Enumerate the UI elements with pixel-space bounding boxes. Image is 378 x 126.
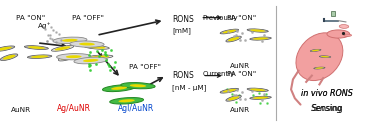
Text: Sensing: Sensing bbox=[311, 104, 343, 113]
Ellipse shape bbox=[74, 57, 107, 64]
FancyBboxPatch shape bbox=[331, 11, 335, 16]
Ellipse shape bbox=[250, 37, 271, 40]
Ellipse shape bbox=[250, 89, 265, 91]
Ellipse shape bbox=[310, 49, 321, 52]
Text: I⁻: I⁻ bbox=[99, 53, 106, 62]
Ellipse shape bbox=[57, 54, 91, 60]
Ellipse shape bbox=[247, 29, 268, 32]
Text: Sensing: Sensing bbox=[311, 104, 343, 113]
Ellipse shape bbox=[220, 29, 239, 34]
Ellipse shape bbox=[102, 85, 136, 92]
Text: Previously: Previously bbox=[202, 15, 238, 21]
Ellipse shape bbox=[58, 54, 77, 61]
Ellipse shape bbox=[253, 37, 268, 40]
Text: PA "ON": PA "ON" bbox=[227, 15, 256, 21]
FancyBboxPatch shape bbox=[323, 20, 338, 21]
Ellipse shape bbox=[3, 55, 15, 60]
Ellipse shape bbox=[228, 96, 239, 100]
Ellipse shape bbox=[321, 56, 329, 57]
Ellipse shape bbox=[111, 87, 127, 90]
Text: [mM]: [mM] bbox=[172, 28, 191, 35]
Text: AuNR: AuNR bbox=[11, 107, 31, 113]
Ellipse shape bbox=[220, 88, 239, 93]
Text: AuNR: AuNR bbox=[230, 107, 250, 113]
Ellipse shape bbox=[61, 55, 74, 60]
Text: PA "OFF": PA "OFF" bbox=[72, 15, 104, 21]
Ellipse shape bbox=[51, 45, 74, 51]
Ellipse shape bbox=[315, 67, 324, 69]
Text: [nM - μM]: [nM - μM] bbox=[172, 84, 206, 91]
Ellipse shape bbox=[312, 50, 319, 51]
Ellipse shape bbox=[253, 97, 268, 99]
Ellipse shape bbox=[314, 67, 325, 69]
Ellipse shape bbox=[54, 46, 71, 50]
Ellipse shape bbox=[327, 30, 350, 38]
Ellipse shape bbox=[247, 88, 268, 91]
Ellipse shape bbox=[87, 46, 106, 49]
Ellipse shape bbox=[83, 59, 98, 62]
Text: AgI/AuNR: AgI/AuNR bbox=[118, 104, 154, 113]
Ellipse shape bbox=[87, 55, 113, 59]
Ellipse shape bbox=[0, 54, 18, 60]
Ellipse shape bbox=[66, 55, 82, 58]
Ellipse shape bbox=[118, 99, 135, 102]
Ellipse shape bbox=[226, 36, 242, 42]
Ellipse shape bbox=[0, 46, 15, 51]
Text: Ag/AuNR: Ag/AuNR bbox=[57, 104, 91, 113]
Ellipse shape bbox=[250, 29, 265, 32]
Ellipse shape bbox=[110, 98, 144, 104]
Text: in vivo RONS: in vivo RONS bbox=[301, 89, 353, 98]
Ellipse shape bbox=[31, 55, 48, 58]
Ellipse shape bbox=[250, 96, 271, 99]
Ellipse shape bbox=[296, 33, 343, 81]
Ellipse shape bbox=[27, 55, 52, 58]
Text: in vivo RONS: in vivo RONS bbox=[301, 89, 353, 98]
Ellipse shape bbox=[223, 89, 236, 92]
Text: PA "ON": PA "ON" bbox=[227, 71, 256, 77]
Ellipse shape bbox=[53, 37, 87, 44]
Text: Currently: Currently bbox=[202, 71, 235, 77]
Text: RONS: RONS bbox=[172, 71, 194, 80]
Ellipse shape bbox=[28, 46, 45, 49]
Ellipse shape bbox=[0, 47, 12, 51]
Ellipse shape bbox=[62, 39, 78, 42]
Text: PA "OFF": PA "OFF" bbox=[129, 64, 161, 70]
Text: PA "ON": PA "ON" bbox=[16, 15, 45, 21]
Text: AuNR: AuNR bbox=[230, 63, 250, 69]
Ellipse shape bbox=[70, 41, 104, 47]
Ellipse shape bbox=[344, 34, 352, 36]
Text: Ag⁺: Ag⁺ bbox=[38, 23, 51, 29]
Ellipse shape bbox=[223, 30, 236, 33]
Ellipse shape bbox=[130, 84, 146, 87]
Ellipse shape bbox=[24, 46, 48, 50]
Text: RONS: RONS bbox=[172, 15, 194, 24]
Ellipse shape bbox=[91, 56, 109, 58]
Ellipse shape bbox=[84, 45, 109, 49]
Ellipse shape bbox=[319, 56, 331, 58]
Ellipse shape bbox=[339, 25, 349, 28]
Ellipse shape bbox=[79, 43, 95, 46]
Ellipse shape bbox=[121, 83, 155, 89]
Ellipse shape bbox=[226, 95, 242, 101]
Ellipse shape bbox=[228, 37, 239, 41]
